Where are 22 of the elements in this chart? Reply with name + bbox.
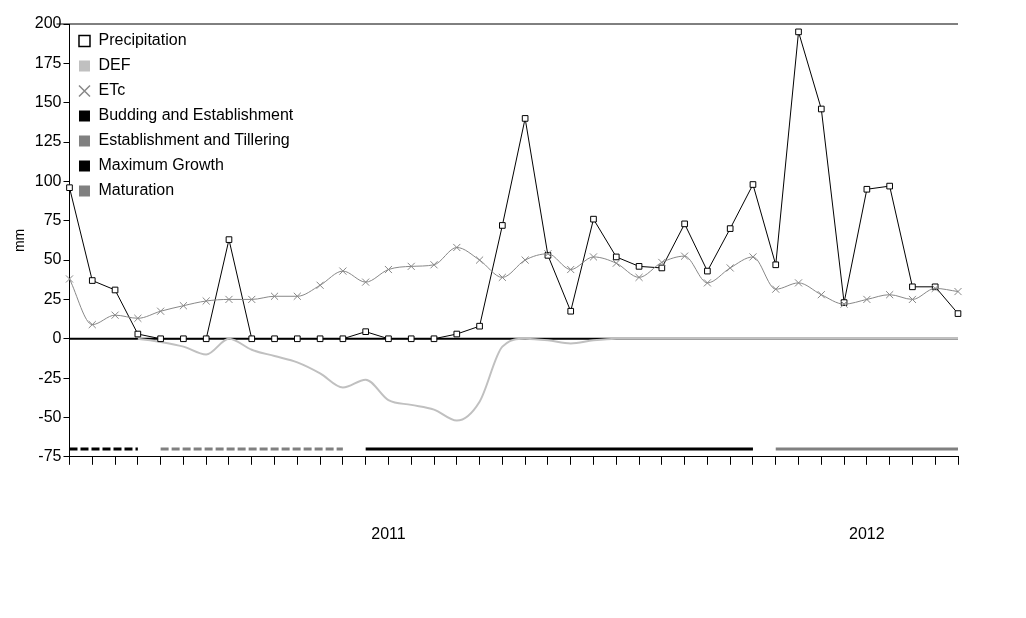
y-tick-label: -75 [38,447,62,465]
y-tick-label: 25 [43,289,62,307]
legend-label: Precipitation [98,31,187,49]
y-tick-label: 0 [52,329,62,347]
legend-label: ETc [98,81,126,99]
y-tick-label: 125 [34,132,62,150]
legend-label: Establishment and Tillering [98,131,290,149]
y-tick-label: 75 [43,211,62,229]
legend-label: DEF [98,56,131,74]
y-tick-label: 175 [34,53,62,71]
legend-label: Budding and Establishment [98,106,294,124]
x-tick-label: 2011 [371,524,406,542]
y-tick-label: 200 [34,14,62,32]
y-tick-label: -50 [38,407,62,425]
y-tick-label: -25 [38,368,62,386]
legend-label: Maximum Growth [98,156,224,174]
y-tick-label: 150 [34,93,62,111]
y-axis-title: mm [11,228,28,253]
y-tick-label: 50 [43,250,62,268]
y-tick-label: 100 [34,171,62,189]
legend-label: Maturation [98,181,175,199]
x-tick-label: 2012 [849,524,885,542]
